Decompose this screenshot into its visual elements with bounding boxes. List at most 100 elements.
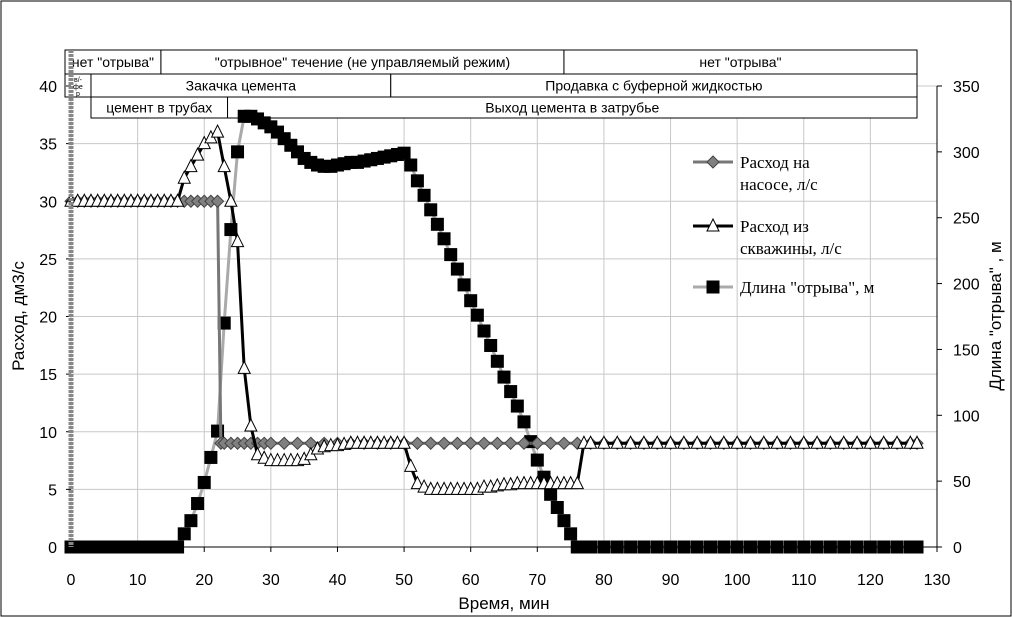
series-2-point-50	[397, 146, 411, 160]
series-2-point-58	[450, 262, 464, 276]
series-2-point-25	[231, 145, 245, 159]
series-1-point-50	[397, 435, 411, 449]
y-left-tick-label-0: 0	[48, 540, 57, 557]
x-tick-label-13: 130	[924, 572, 951, 589]
x-tick-label-2: 20	[195, 572, 213, 589]
series-1-point-17	[177, 170, 192, 184]
phase-band-label-1-0-2: р	[76, 91, 80, 98]
series-2-point-20	[197, 475, 211, 489]
legend-label-0-1: насосе, л/с	[740, 175, 818, 194]
series-2-point-72	[544, 487, 558, 501]
phase-band-2-1	[227, 96, 918, 119]
series-2-point-51	[404, 158, 418, 172]
phase-band-0-2	[563, 49, 918, 75]
phase-band-label-1-2: Продавка с буферной жидкостью	[545, 78, 762, 94]
series-1-point-82	[637, 435, 651, 449]
series-2-point-74	[557, 514, 571, 528]
y-right-tick-label-7: 350	[953, 79, 980, 96]
series-1-point-27	[244, 417, 258, 432]
series-1-point-97	[836, 435, 851, 449]
series-1-point-76	[570, 475, 585, 490]
series-2-point-66	[504, 385, 518, 399]
y-left-tick-label-5: 25	[39, 252, 57, 269]
series-1-point-98	[850, 435, 864, 449]
phase-band-label-2-0: цемент в трубах	[106, 100, 212, 116]
series-0-point-44	[437, 436, 451, 450]
series-1-point-24	[224, 193, 238, 207]
y-left-tick-label-6: 30	[39, 194, 57, 211]
series-2-point-53	[417, 188, 431, 202]
tick-labels: 0 10 20 30 40 50 60 70 80 90 100 110 120 130051015202…	[39, 79, 980, 589]
x-tick-label-3: 30	[262, 572, 280, 589]
legend-marker-0	[706, 155, 720, 169]
series-1-point-94	[796, 435, 811, 449]
series-2-point-61	[470, 308, 484, 322]
phase-band-label-2-1: Выход цемента в затрубье	[485, 100, 659, 116]
series-0-point-46	[463, 436, 478, 450]
series-1-point-85	[677, 435, 691, 449]
series-2-point-55	[430, 217, 444, 231]
series-1-point-84	[663, 435, 678, 449]
series-1-point-100	[876, 435, 891, 449]
series-2-point-17	[177, 527, 191, 541]
x-tick-label-10: 100	[724, 572, 751, 589]
series-2-point-62	[477, 324, 491, 338]
phase-band-label-1-0-1: фе	[73, 84, 83, 91]
series-2-point-73	[550, 500, 564, 514]
series-2-point-75	[564, 527, 578, 541]
series-0-point-50	[517, 436, 531, 450]
series-1-point-86	[690, 435, 704, 449]
series-0-point-47	[477, 436, 491, 450]
series-0-point-33	[290, 436, 305, 450]
series-1-point-83	[650, 435, 665, 449]
series-1-point-103	[910, 435, 924, 449]
series-1-point-52	[410, 475, 425, 490]
series-0-point-48	[490, 436, 505, 450]
series-2-point-56	[437, 232, 451, 246]
x-axis-title: Время, мин	[458, 594, 549, 613]
series-0-point-53	[557, 436, 571, 450]
axes	[66, 50, 942, 552]
x-tick-label-6: 60	[462, 572, 480, 589]
series-1-point-101	[890, 435, 904, 449]
series-2-point-70	[530, 453, 544, 467]
x-tick-label-5: 50	[395, 572, 413, 589]
phase-band-label-0-2: нет "отрыва"	[699, 54, 781, 70]
series-2-point-59	[457, 278, 471, 292]
series-1-point-91	[756, 435, 771, 449]
y-left-tick-label-2: 10	[39, 425, 57, 442]
series-1-point-80	[610, 435, 625, 449]
series-1-point-79	[597, 435, 611, 449]
y-left-tick-label-1: 5	[48, 482, 57, 499]
series-1-point-92	[770, 435, 784, 449]
series-1-point-93	[783, 435, 798, 449]
legend-label-1-0: Расход из	[740, 217, 809, 236]
series-1-point-95	[810, 435, 824, 449]
y-left-tick-label-7: 35	[39, 137, 57, 154]
y-right-tick-label-1: 50	[953, 474, 971, 491]
legend-label-2-0: Длина "отрыва", м	[740, 278, 875, 297]
phase-band-label-0-0: нет "отрыва"	[72, 54, 154, 70]
y-right-tick-label-5: 250	[953, 211, 980, 228]
series-2-point-19	[191, 497, 205, 511]
series-1-point-89	[730, 435, 744, 449]
series-1-point-28	[250, 446, 265, 461]
series-0-point-31	[264, 436, 278, 450]
y-axis-right-title: Длина "отрыва" , м	[986, 241, 1005, 390]
legend-label-0-0: Расход на	[740, 153, 810, 172]
phase-band-0-0	[64, 49, 162, 75]
series-0-point-43	[424, 436, 438, 450]
series-1-point-22	[210, 123, 225, 138]
series-0-point-51	[530, 436, 545, 450]
x-tick-label-12: 120	[857, 572, 884, 589]
series-0-point-45	[450, 436, 465, 450]
series-1-point-23	[217, 158, 232, 173]
x-tick-label-7: 70	[528, 572, 546, 589]
series-1-point-78	[583, 435, 598, 449]
series-2-point-67	[510, 399, 524, 413]
series-2-point-54	[424, 203, 438, 217]
series-2-point-65	[497, 370, 511, 384]
series-1-point-88	[717, 435, 731, 449]
series-1-point-81	[623, 435, 638, 449]
